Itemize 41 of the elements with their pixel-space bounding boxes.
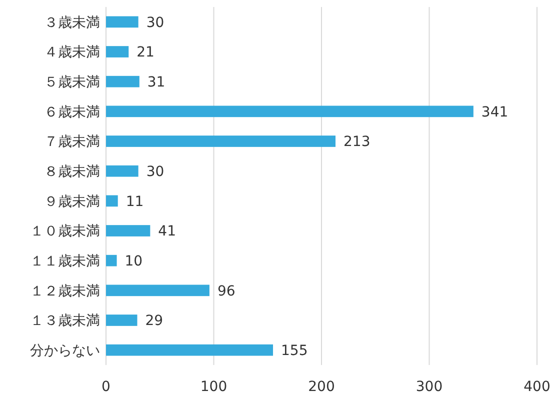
y-tick-label: ６歳未満 [44,104,100,120]
y-tick-label: ４歳未満 [44,44,100,61]
y-tick-label: ３歳未満 [44,14,100,31]
bar [106,225,150,236]
x-tick-label: 0 [102,379,110,395]
data-label: 11 [126,194,144,210]
bar [106,344,274,356]
data-label: 29 [145,313,164,330]
y-tick-label: １０歳未満 [30,224,100,240]
bar [106,314,138,326]
data-label: 41 [158,224,176,240]
bar [106,76,140,88]
data-label: 10 [124,253,143,270]
data-label: 155 [281,342,308,359]
bar [106,136,336,147]
y-tick-label: １２歳未満 [30,283,100,300]
y-tick-label: 分からない [30,342,100,359]
data-label: 213 [344,134,370,150]
x-tick-label: 400 [524,379,550,395]
data-label: 30 [146,164,164,180]
bar [106,16,138,28]
x-tick-label: 200 [308,379,335,395]
data-label: 96 [217,283,236,300]
y-tick-label: ８歳未満 [44,164,100,180]
y-tick-label: １３歳未満 [30,313,100,330]
x-tick-label: 300 [416,379,443,395]
y-tick-label: ９歳未満 [44,194,100,210]
bar [106,254,117,266]
bar [106,106,474,118]
data-label: 341 [481,104,508,120]
y-tick-label: １１歳未満 [30,253,100,270]
bar [106,195,118,207]
y-tick-label: ５歳未満 [44,74,100,90]
bar [106,284,210,296]
data-label: 21 [136,44,154,61]
y-tick-label: ７歳未満 [44,134,100,150]
bar [106,46,129,58]
data-label: 31 [147,74,166,90]
x-tick-label: 100 [200,379,228,395]
data-label: 30 [146,14,164,31]
bar [106,165,138,177]
